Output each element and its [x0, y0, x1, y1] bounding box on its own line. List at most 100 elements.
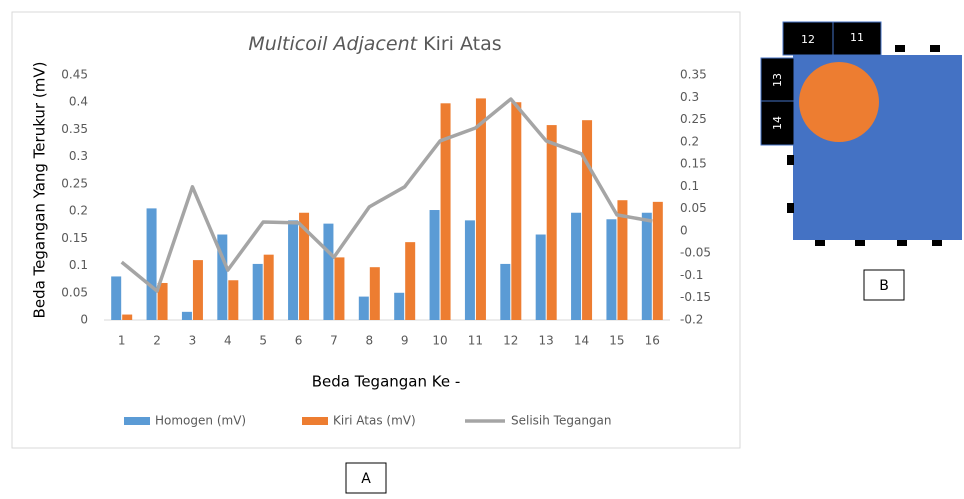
bar	[641, 212, 652, 320]
y-tick-label: 0.1	[69, 258, 88, 272]
panel-box	[863, 269, 905, 301]
pin-label: 13	[771, 73, 784, 87]
x-tick-label: 10	[432, 334, 447, 348]
y-tick-label: 0.05	[61, 285, 88, 299]
panel-label: B	[879, 278, 889, 294]
x-tick-label: 2	[153, 334, 161, 348]
pad	[855, 240, 865, 246]
x-tick-label: 15	[609, 334, 624, 348]
title-rest: Kiri Atas	[423, 33, 502, 55]
bar	[358, 296, 369, 320]
y2-tick-label: 0.2	[680, 134, 699, 148]
y2-tick-label: 0.35	[680, 68, 707, 82]
bar	[546, 125, 557, 320]
x-axis-label: Beda Tegangan Ke -	[312, 373, 461, 391]
pad	[787, 155, 794, 165]
pin	[760, 100, 795, 146]
x-tick-label: 5	[259, 334, 267, 348]
bar	[192, 260, 203, 320]
chart-title: Multicoil Adjacent Kiri Atas	[248, 33, 501, 55]
pad	[787, 203, 794, 213]
legend-swatch	[124, 417, 150, 425]
bar	[606, 219, 617, 320]
panel-label: A	[361, 471, 371, 487]
y-tick-label: 0.35	[61, 122, 88, 136]
y2-tick-label: -0.1	[680, 268, 703, 282]
x-tick-label: 6	[295, 334, 303, 348]
bar	[464, 220, 475, 320]
x-tick-label: 4	[224, 334, 232, 348]
bar	[440, 103, 451, 320]
y-tick-label: 0.15	[61, 231, 88, 245]
x-tick-label: 16	[645, 334, 660, 348]
pin	[832, 21, 882, 56]
bar	[323, 223, 334, 320]
panel-box	[345, 462, 387, 494]
legend-label: Kiri Atas (mV)	[333, 414, 416, 428]
x-tick-label: 13	[539, 334, 554, 348]
legend-label: Homogen (mV)	[155, 414, 246, 428]
x-tick-label: 14	[574, 334, 589, 348]
bar	[122, 314, 133, 320]
bar	[394, 292, 405, 320]
y2-tick-label: 0	[680, 223, 688, 237]
bar	[582, 120, 593, 320]
pin-label: 12	[801, 33, 815, 46]
bar	[146, 208, 157, 320]
diagram: 12 11 13 14 B	[760, 21, 962, 301]
bar	[157, 282, 168, 320]
x-tick-label: 3	[189, 334, 197, 348]
legend-label: Selisih Tegangan	[511, 414, 612, 428]
x-tick-label: 12	[503, 334, 518, 348]
bar	[217, 234, 228, 320]
bar	[475, 98, 486, 321]
bar	[299, 212, 310, 320]
y-tick-label: 0	[80, 313, 88, 327]
bar	[511, 102, 522, 320]
y-tick-label: 0.2	[69, 204, 88, 218]
coil	[799, 62, 879, 142]
y2-tick-label: -0.05	[680, 246, 711, 260]
bar	[500, 263, 511, 320]
bar	[571, 212, 582, 320]
pad	[932, 240, 942, 246]
pin-label: 14	[771, 116, 784, 130]
bar	[617, 200, 628, 320]
y2-tick-label: 0.3	[680, 90, 699, 104]
x-tick-label: 9	[401, 334, 409, 348]
x-tick-label: 1	[118, 334, 126, 348]
pin	[782, 21, 834, 56]
y-tick-label: 0.25	[61, 176, 88, 190]
y2-tick-label: -0.2	[680, 313, 703, 327]
x-tick-label: 8	[365, 334, 373, 348]
bar	[652, 201, 663, 320]
line	[120, 97, 653, 293]
y-axis-label: Beda Tegangan Yang Terukur (mV)	[31, 62, 49, 319]
pin-label: 11	[850, 31, 864, 44]
y-tick-label: 0.45	[61, 68, 88, 82]
y2-tick-label: -0.15	[680, 290, 711, 304]
pad	[897, 240, 907, 246]
y2-tick-label: 0.1	[680, 179, 699, 193]
bar	[181, 311, 192, 320]
x-tick-label: 11	[468, 334, 483, 348]
bar	[429, 210, 440, 320]
bar	[405, 242, 416, 320]
pad	[815, 240, 825, 246]
y2-tick-label: 0.25	[680, 112, 707, 126]
legend-swatch	[302, 417, 328, 425]
bar	[334, 257, 345, 320]
bar	[535, 234, 546, 320]
bar	[369, 267, 380, 320]
y-tick-label: 0.3	[69, 149, 88, 163]
bar	[252, 263, 263, 320]
bar	[263, 254, 274, 320]
pad	[930, 45, 940, 52]
bar	[288, 220, 299, 320]
y2-tick-label: 0.15	[680, 157, 707, 171]
title-italic: Multicoil Adjacent	[248, 33, 418, 55]
bar	[228, 280, 239, 320]
bar	[111, 276, 122, 320]
